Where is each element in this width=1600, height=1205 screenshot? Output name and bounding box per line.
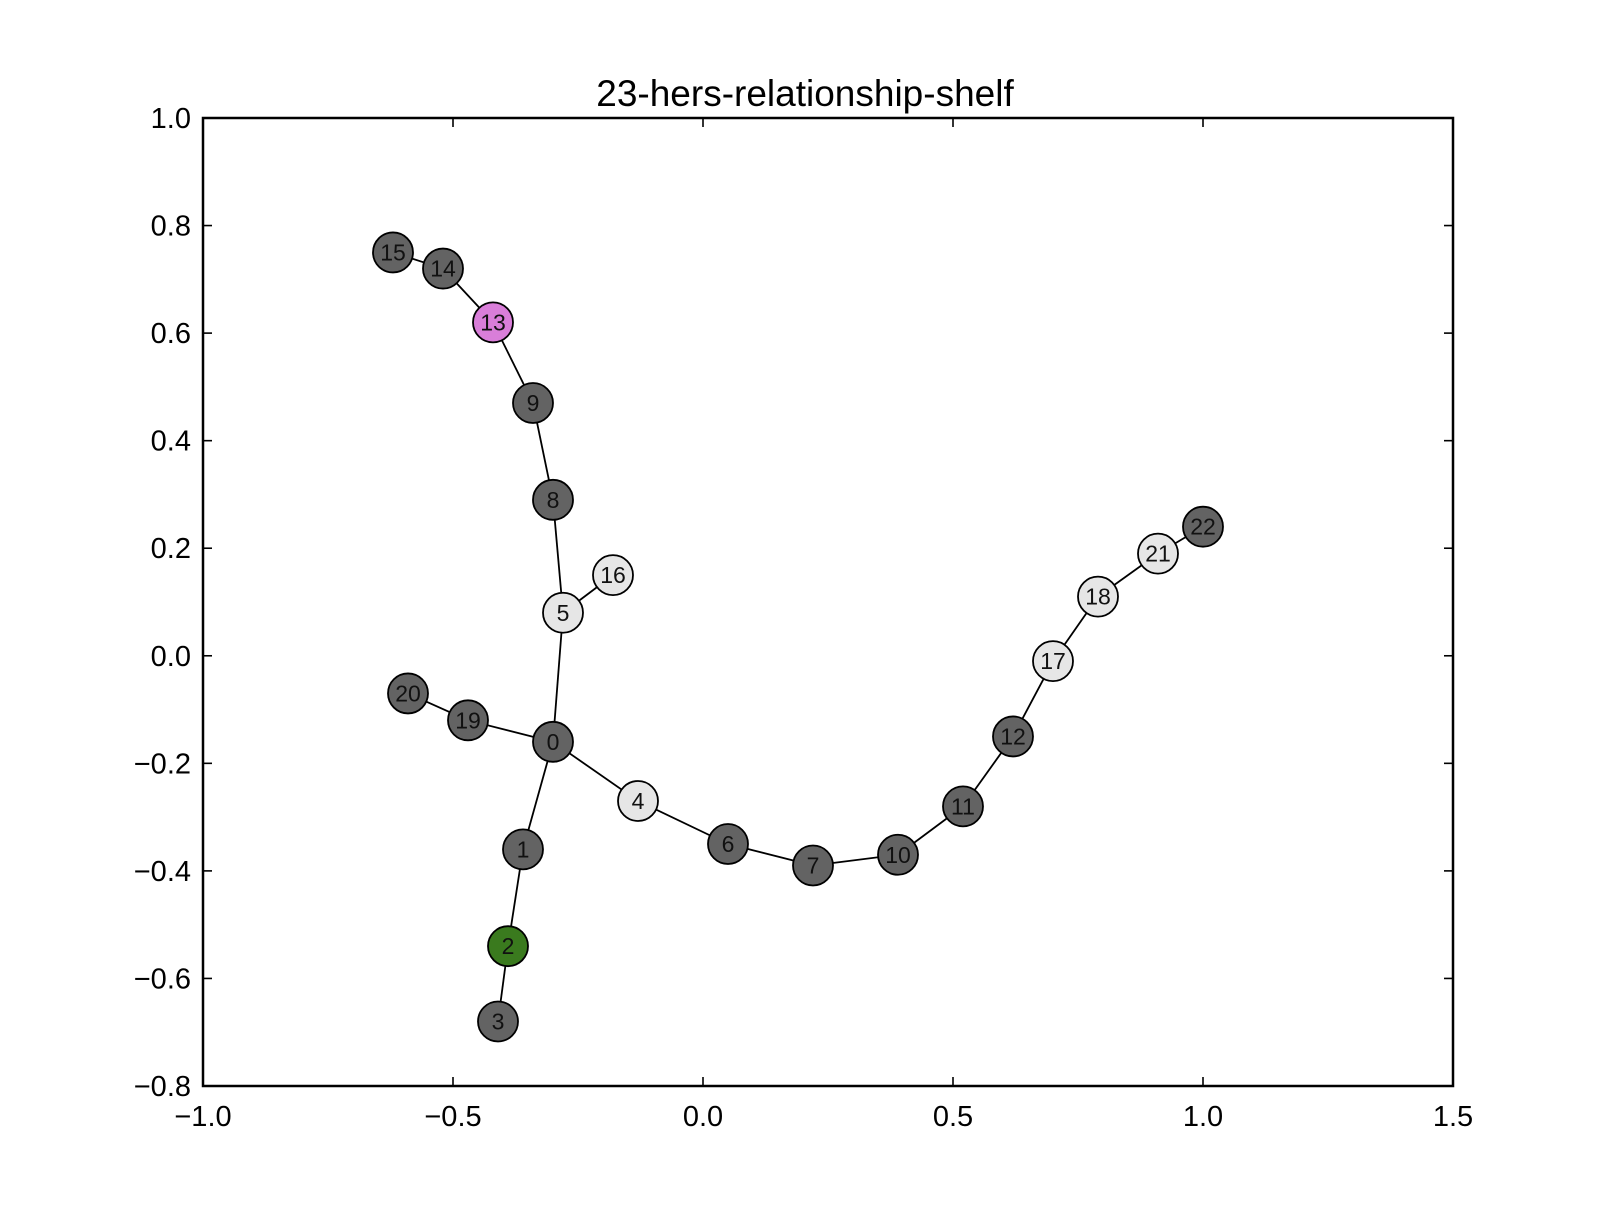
y-tick-label: −0.4 — [134, 856, 191, 888]
node-0: 0 — [532, 720, 574, 763]
node-label: 3 — [492, 1008, 505, 1034]
node-circle — [1077, 575, 1119, 618]
y-tick-label: 0.2 — [151, 533, 191, 565]
node-circle — [477, 1000, 519, 1043]
node-label: 15 — [380, 239, 406, 265]
node-circle — [1032, 640, 1074, 683]
node-label: 1 — [517, 836, 530, 862]
node-20: 20 — [387, 672, 429, 715]
node-label: 14 — [430, 256, 456, 282]
node-circle — [422, 247, 464, 290]
node-21: 21 — [1137, 532, 1179, 575]
node-12: 12 — [992, 715, 1034, 758]
node-circle — [1182, 505, 1224, 548]
y-tick-label: 0.4 — [151, 426, 191, 458]
node-5: 5 — [542, 591, 584, 634]
node-17: 17 — [1032, 640, 1074, 683]
node-circle — [487, 925, 529, 968]
node-circle — [532, 720, 574, 763]
node-label: 9 — [527, 390, 540, 416]
x-tick-label: 1.0 — [1183, 1101, 1223, 1133]
node-circle — [512, 382, 554, 424]
node-4: 4 — [617, 780, 659, 822]
node-1: 1 — [502, 828, 544, 871]
x-tick-label: −0.5 — [424, 1101, 481, 1133]
edges-layer — [392, 251, 1204, 1022]
node-circle — [502, 828, 544, 871]
node-15: 15 — [372, 231, 414, 274]
node-label: 7 — [807, 853, 820, 879]
node-circle — [992, 715, 1034, 758]
node-circle — [1137, 532, 1179, 575]
node-16: 16 — [592, 554, 634, 597]
x-tick-label: 1.5 — [1433, 1101, 1473, 1133]
y-tick-label: −0.6 — [134, 963, 191, 995]
node-circle — [472, 301, 514, 344]
node-10: 10 — [877, 833, 919, 876]
chart-title: 23-hers-relationship-shelf — [596, 73, 1014, 114]
node-13: 13 — [472, 301, 514, 344]
node-circle — [942, 785, 984, 828]
node-circle — [792, 844, 834, 887]
node-18: 18 — [1077, 575, 1119, 618]
node-circle — [532, 478, 574, 521]
node-label: 22 — [1190, 514, 1216, 540]
node-8: 8 — [532, 478, 574, 521]
node-label: 16 — [600, 562, 626, 588]
node-label: 0 — [547, 729, 560, 755]
node-19: 19 — [447, 699, 489, 742]
ticks-layer: −1.0 −0.5 0.0 0.5 1.0 1.5 1.0 0.8 0.6 0.4 0.2 0.0 −0… — [134, 103, 1473, 1133]
node-6: 6 — [707, 823, 749, 865]
node-9: 9 — [512, 382, 554, 424]
node-3: 3 — [477, 1000, 519, 1043]
edge-0-5 — [552, 612, 564, 742]
y-tick-label: 1.0 — [151, 103, 191, 135]
node-label: 4 — [632, 788, 645, 814]
node-circle — [617, 780, 659, 822]
node-label: 19 — [455, 707, 481, 733]
y-tick-label: 0.0 — [151, 641, 191, 673]
node-2: 2 — [487, 925, 529, 968]
node-circle — [592, 554, 634, 597]
node-22: 22 — [1182, 505, 1224, 548]
node-label: 5 — [557, 600, 570, 626]
node-circle — [447, 699, 489, 742]
node-label: 8 — [547, 487, 560, 513]
node-7: 7 — [792, 844, 834, 887]
y-tick-label: −0.2 — [134, 748, 191, 780]
node-circle — [542, 591, 584, 634]
plot-frame — [201, 116, 1455, 1088]
node-label: 11 — [951, 793, 975, 819]
node-label: 13 — [480, 309, 506, 335]
y-tick-label: −0.8 — [134, 1071, 191, 1103]
node-circle — [372, 231, 414, 274]
node-label: 18 — [1085, 584, 1111, 610]
x-tick-label: 0.0 — [683, 1101, 723, 1133]
node-label: 2 — [502, 933, 515, 959]
node-label: 6 — [722, 831, 735, 857]
node-circle — [707, 823, 749, 865]
node-circle — [877, 833, 919, 876]
node-label: 21 — [1145, 541, 1171, 567]
node-label: 20 — [395, 680, 421, 706]
y-tick-label: 0.6 — [151, 318, 191, 350]
y-tick-label: 0.8 — [151, 211, 191, 243]
node-label: 17 — [1040, 648, 1066, 674]
x-tick-label: 0.5 — [933, 1101, 973, 1133]
node-label: 12 — [1000, 723, 1026, 749]
node-circle — [387, 672, 429, 715]
x-tick-label: −1.0 — [174, 1101, 231, 1133]
node-11: 11 — [942, 785, 984, 828]
node-14: 14 — [422, 247, 464, 290]
node-label: 10 — [885, 842, 911, 868]
